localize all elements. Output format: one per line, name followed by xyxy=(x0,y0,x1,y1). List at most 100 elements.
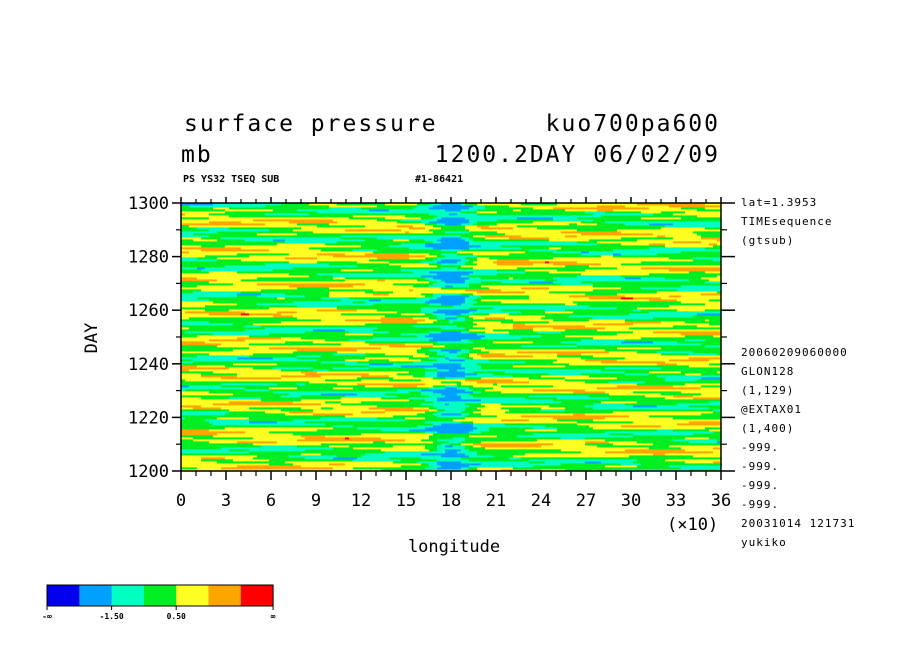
heatmap-cell xyxy=(193,461,198,464)
heatmap-cell xyxy=(357,447,362,450)
heatmap-cell xyxy=(705,467,710,470)
heatmap-cell xyxy=(361,451,366,454)
heatmap-cell xyxy=(717,467,721,470)
heatmap-cell xyxy=(189,455,194,458)
heatmap-cell xyxy=(637,461,642,464)
heatmap-cell xyxy=(577,449,582,452)
heatmap-cell xyxy=(417,449,422,452)
heatmap-cell xyxy=(501,455,506,458)
heatmap-cell xyxy=(657,461,662,464)
heatmap-cell xyxy=(369,459,374,462)
heatmap-cell xyxy=(189,463,194,466)
heatmap-cell xyxy=(453,469,458,471)
heatmap-cell xyxy=(677,467,682,470)
heatmap-cell xyxy=(561,459,566,462)
heatmap-cell xyxy=(525,469,530,471)
heatmap-cell xyxy=(253,445,258,448)
heatmap-cell xyxy=(673,469,678,471)
heatmap-cell xyxy=(417,467,422,470)
heatmap-cell xyxy=(269,447,274,450)
heatmap-cell xyxy=(513,451,518,454)
heatmap-cell xyxy=(401,453,406,456)
heatmap-cell xyxy=(653,469,658,471)
heatmap-cell xyxy=(641,467,646,470)
heatmap-cell xyxy=(673,453,678,456)
heatmap-cell xyxy=(625,449,630,452)
heatmap-cell xyxy=(613,449,618,452)
heatmap-cell xyxy=(645,445,650,448)
heatmap-cell xyxy=(197,465,202,468)
heatmap-cell xyxy=(297,469,302,471)
heatmap-cell xyxy=(265,445,270,448)
heatmap-cell xyxy=(445,457,450,460)
heatmap-cell xyxy=(653,463,658,466)
heatmap-cell xyxy=(661,465,666,468)
heatmap-cell xyxy=(517,449,522,452)
heatmap-cell xyxy=(193,447,198,450)
heatmap-cell xyxy=(717,465,721,468)
heatmap-cell xyxy=(637,469,642,471)
heatmap-cell xyxy=(189,453,194,456)
heatmap-cell xyxy=(501,457,506,460)
heatmap-cell xyxy=(445,453,450,456)
heatmap-cell xyxy=(669,447,674,450)
heatmap-cell xyxy=(401,463,406,466)
heatmap-cell xyxy=(517,453,522,456)
heatmap-cell xyxy=(501,465,506,468)
heatmap-cell xyxy=(409,453,414,456)
heatmap-cell xyxy=(569,457,574,460)
heatmap-cell xyxy=(581,467,586,470)
heatmap-cell xyxy=(485,445,490,448)
heatmap-cell xyxy=(653,461,658,464)
heatmap-cell xyxy=(553,445,558,448)
heatmap-cell xyxy=(249,443,254,446)
heatmap-cell xyxy=(517,465,522,468)
heatmap-cell xyxy=(437,453,442,456)
heatmap-cell xyxy=(693,451,698,454)
heatmap-cell xyxy=(557,445,562,448)
heatmap-cell xyxy=(497,457,502,460)
heatmap-cell xyxy=(193,443,198,446)
heatmap-cell xyxy=(685,467,690,470)
heatmap-cell xyxy=(333,465,338,468)
heatmap-cell xyxy=(293,449,298,452)
heatmap-cell xyxy=(241,465,246,468)
heatmap-cell xyxy=(537,459,542,462)
heatmap-cell xyxy=(329,465,334,468)
heatmap-cell xyxy=(297,449,302,452)
heatmap-cell xyxy=(421,461,426,464)
heatmap-cell xyxy=(705,469,710,471)
heatmap-cell xyxy=(561,445,566,448)
heatmap-cell xyxy=(357,463,362,466)
heatmap-cell xyxy=(445,463,450,466)
heatmap-cell xyxy=(433,455,438,458)
heatmap-cell xyxy=(681,463,686,466)
heatmap-cell xyxy=(689,467,694,470)
heatmap-cell xyxy=(621,445,626,448)
heatmap-cell xyxy=(305,465,310,468)
heatmap-cell xyxy=(553,457,558,460)
heatmap-cell xyxy=(553,451,558,454)
heatmap-cell xyxy=(361,455,366,458)
heatmap-cell xyxy=(625,461,630,464)
heatmap-cell xyxy=(649,457,654,460)
heatmap-cell xyxy=(225,457,230,460)
heatmap-cell xyxy=(557,451,562,454)
heatmap-cell xyxy=(345,461,350,464)
heatmap-cell xyxy=(593,463,598,466)
heatmap-cell xyxy=(549,445,554,448)
heatmap-cell xyxy=(537,451,542,454)
heatmap-cell xyxy=(321,447,326,450)
heatmap-cell xyxy=(653,453,658,456)
heatmap-cell xyxy=(189,445,194,448)
unit-label: mb xyxy=(181,142,213,168)
heatmap-cell xyxy=(453,445,458,448)
heatmap-cell xyxy=(317,455,322,458)
heatmap-cell xyxy=(617,445,622,448)
heatmap-cell xyxy=(245,469,250,471)
heatmap-cell xyxy=(485,453,490,456)
heatmap-cell xyxy=(513,463,518,466)
heatmap-cell xyxy=(617,465,622,468)
heatmap-cell xyxy=(541,453,546,456)
heatmap-cell xyxy=(513,455,518,458)
